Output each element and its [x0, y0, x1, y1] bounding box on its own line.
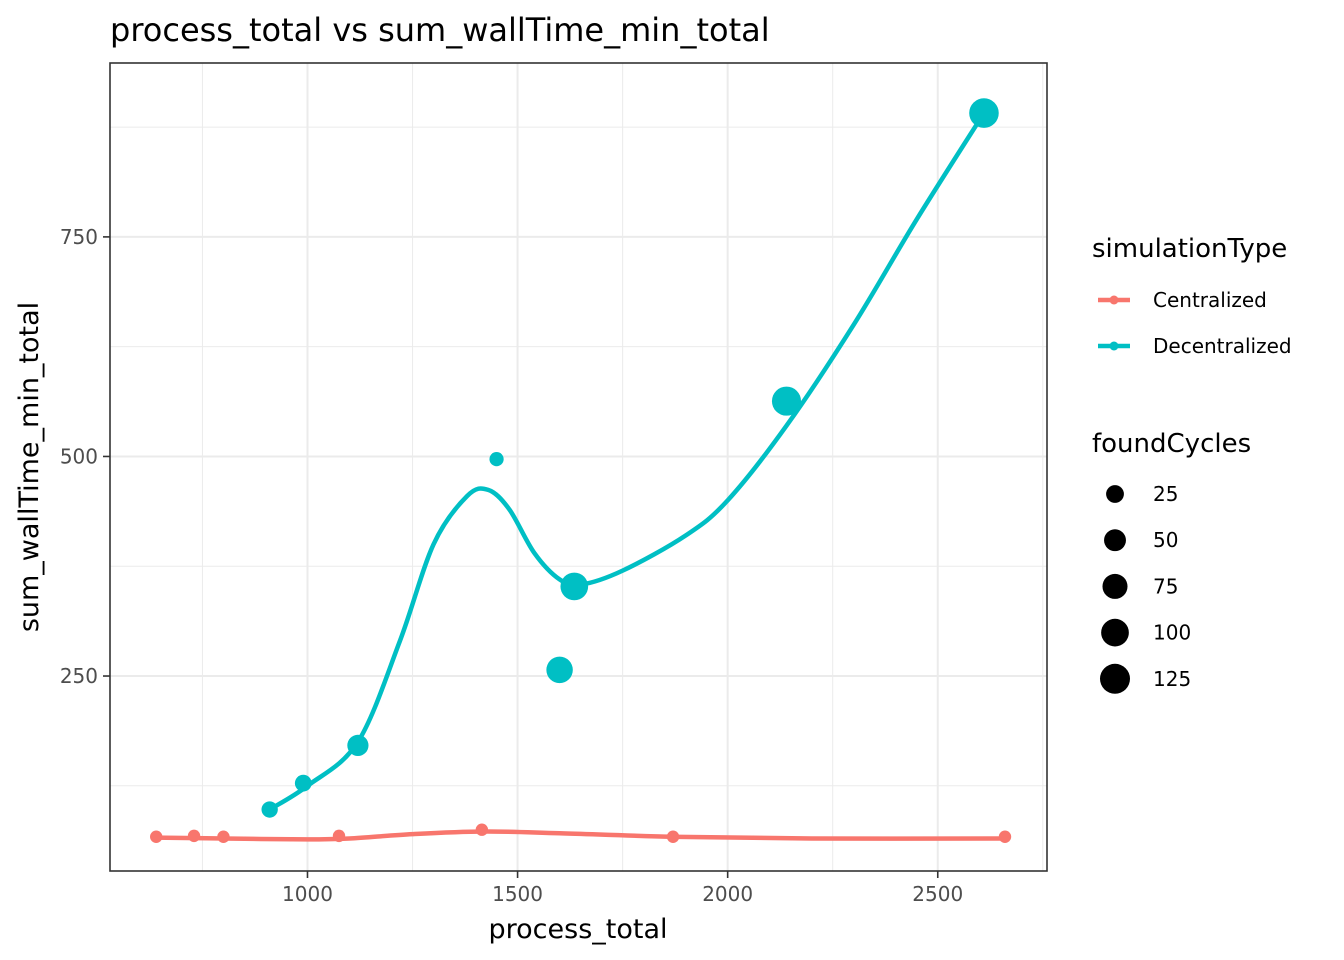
point-decentralized — [261, 801, 278, 818]
size-legend-title: foundCycles — [1092, 429, 1251, 459]
point-centralized — [150, 830, 163, 843]
legend-key-point — [1109, 295, 1119, 305]
legend-label: 25 — [1153, 482, 1178, 506]
y-tick-label: 250 — [60, 664, 98, 688]
data-points — [150, 98, 1012, 843]
point-decentralized — [771, 386, 802, 416]
legend-key-point — [1109, 341, 1119, 351]
legend-label: 75 — [1153, 574, 1178, 598]
x-tick-label: 1500 — [492, 882, 543, 906]
size-legend-key — [1100, 663, 1130, 694]
plot-border — [109, 62, 1048, 872]
smooth-line-centralized — [153, 829, 1008, 842]
legend-label: Centralized — [1153, 288, 1267, 312]
size-legend: 25 50 75 100 125 — [1100, 482, 1191, 694]
color-legend-title: simulationType — [1092, 234, 1287, 264]
x-tick-label: 2500 — [912, 882, 963, 906]
point-decentralized — [546, 656, 573, 684]
size-legend-key — [1104, 529, 1126, 552]
y-axis-title: sum_wallTime_min_total — [14, 302, 45, 632]
point-decentralized — [294, 774, 312, 792]
size-legend-key — [1106, 485, 1124, 503]
point-decentralized — [489, 451, 504, 467]
point-centralized — [332, 829, 346, 843]
y-axis-ticks: 250 500 750 — [60, 225, 110, 688]
point-centralized — [187, 829, 201, 843]
point-centralized — [998, 830, 1012, 843]
legend-label: 100 — [1153, 621, 1191, 645]
grid — [110, 63, 1047, 871]
point-decentralized — [969, 98, 999, 128]
x-axis-ticks: 1000 1500 2000 2500 — [282, 871, 963, 906]
y-tick-label: 500 — [60, 444, 98, 468]
size-legend-key — [1101, 618, 1129, 647]
smooth-line-decentralized — [267, 110, 987, 812]
point-decentralized — [560, 572, 589, 601]
legend-label: 50 — [1153, 528, 1178, 552]
size-legend-key — [1102, 573, 1128, 599]
point-centralized — [666, 830, 680, 843]
point-decentralized — [347, 734, 369, 757]
point-centralized — [475, 823, 489, 836]
y-tick-label: 750 — [60, 225, 98, 249]
color-legend: Centralized Decentralized — [1098, 288, 1292, 358]
legend-label: 125 — [1153, 667, 1191, 691]
x-tick-label: 1000 — [282, 882, 333, 906]
x-axis-title: process_total — [489, 914, 668, 945]
legend-label: Decentralized — [1153, 334, 1292, 358]
chart-title: process_total vs sum_wallTime_min_total — [110, 11, 770, 49]
smooth-lines — [153, 110, 1008, 842]
point-centralized — [217, 830, 230, 843]
x-tick-label: 2000 — [702, 882, 753, 906]
